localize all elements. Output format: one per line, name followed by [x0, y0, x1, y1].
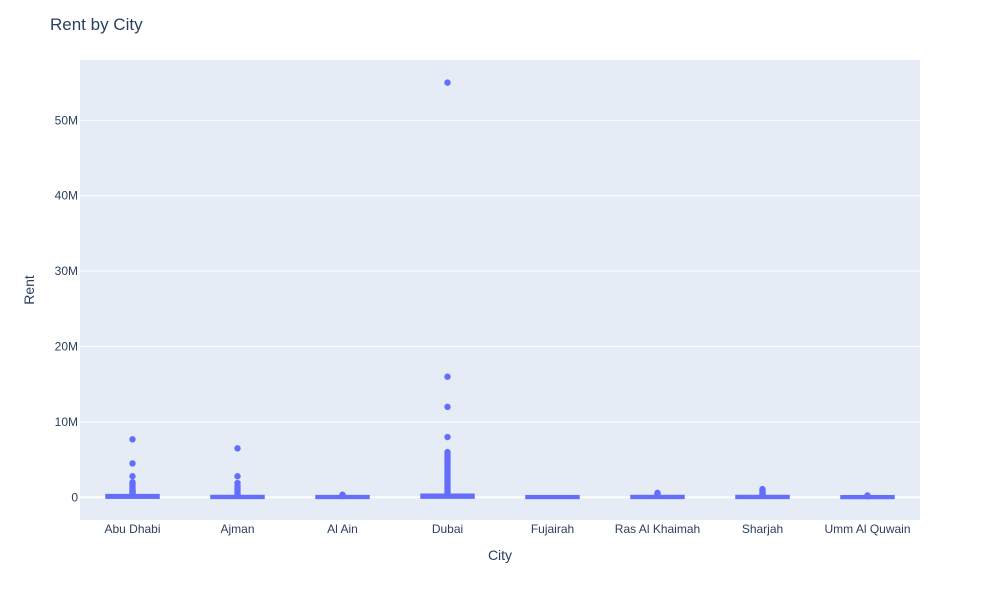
- outlier-point: [234, 445, 241, 452]
- x-tick-label: Abu Dhabi: [104, 522, 160, 536]
- outlier-point: [444, 433, 451, 441]
- outlier-point: [129, 473, 136, 480]
- outlier-point: [444, 373, 451, 380]
- y-tick-label: 10M: [55, 415, 78, 429]
- outlier-point: [129, 460, 136, 467]
- outlier-point: [759, 492, 766, 500]
- box-ajman: [210, 445, 265, 500]
- box-abu-dhabi: [105, 436, 160, 499]
- y-axis-ticks: 0 10M 20M 30M 40M 50M: [55, 113, 79, 504]
- y-tick-label: 50M: [55, 113, 78, 127]
- outlier-point: [444, 403, 451, 411]
- box-plots: [105, 79, 895, 500]
- y-tick-label: 40M: [55, 189, 78, 203]
- outlier-point: [444, 489, 451, 496]
- y-axis-title: Rent: [21, 275, 37, 305]
- x-tick-label: Ajman: [220, 522, 254, 536]
- x-tick-label: Al Ain: [327, 522, 358, 536]
- x-tick-label: Dubai: [432, 522, 463, 536]
- outlier-point: [444, 79, 451, 86]
- outlier-point: [234, 473, 241, 480]
- box-umm-al-quwain: [840, 492, 895, 500]
- x-axis-ticks: Abu Dhabi Ajman Al Ain Dubai Fujairah Ras Al …: [104, 522, 910, 536]
- x-tick-label: Sharjah: [742, 522, 783, 536]
- outlier-point: [339, 492, 346, 500]
- x-tick-label: Fujairah: [531, 522, 574, 536]
- box-sharjah: [735, 485, 790, 500]
- box-al-ain: [315, 491, 370, 500]
- y-tick-label: 30M: [55, 264, 78, 278]
- outlier-point: [129, 436, 136, 443]
- x-tick-label: Umm Al Quwain: [824, 522, 910, 536]
- chart-title: Rent by City: [50, 15, 143, 34]
- box-dubai: [420, 79, 475, 499]
- outlier-point: [234, 492, 241, 500]
- x-tick-label: Ras Al Khaimah: [615, 522, 700, 536]
- plot-area: [80, 60, 920, 520]
- box-ras-al-khaimah: [630, 489, 685, 500]
- y-tick-label: 0: [71, 490, 78, 504]
- x-axis-title: City: [488, 547, 512, 563]
- box-fujairah: [525, 494, 580, 500]
- outlier-point: [864, 493, 871, 500]
- y-tick-label: 20M: [55, 340, 78, 354]
- outlier-point: [654, 492, 661, 500]
- outlier-point: [129, 490, 136, 497]
